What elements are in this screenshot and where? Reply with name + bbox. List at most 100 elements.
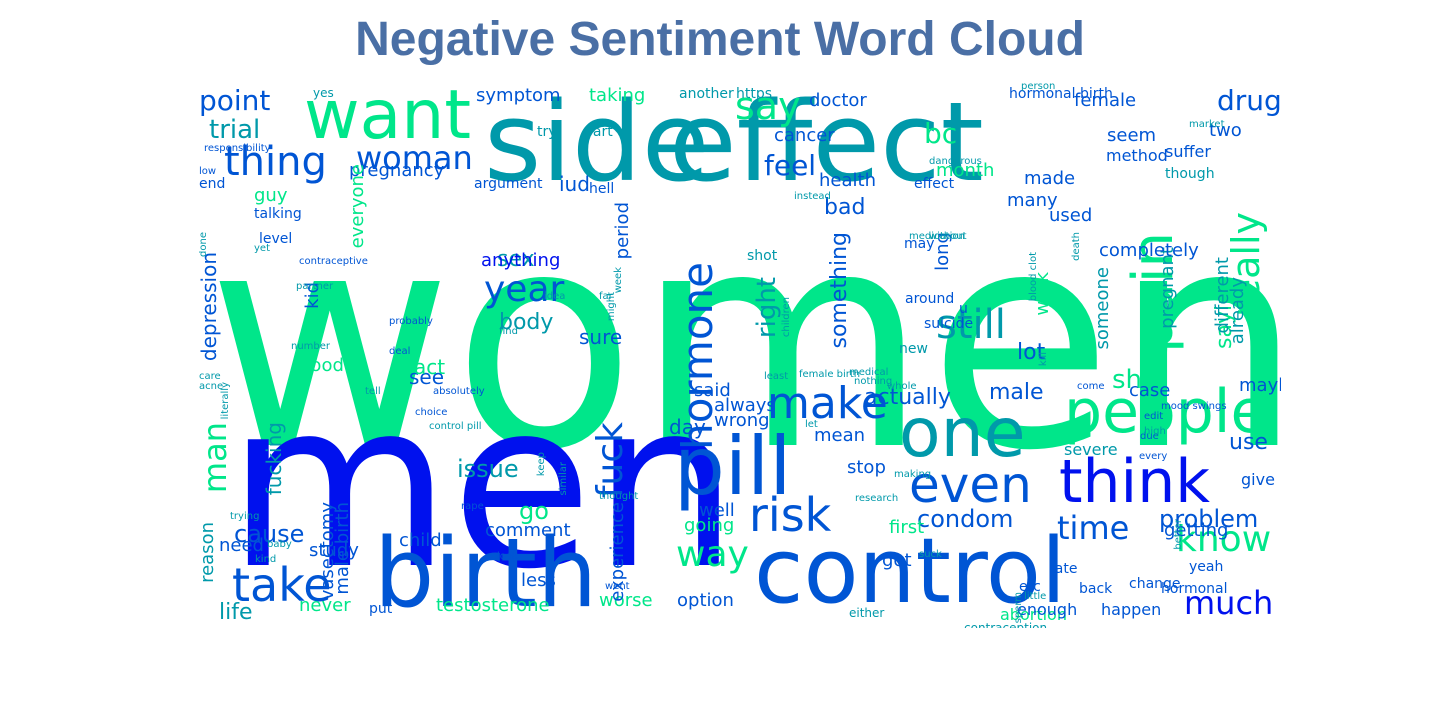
word-143: responsibility xyxy=(204,143,271,154)
word-87: said xyxy=(694,380,731,401)
word-160: children xyxy=(781,297,792,338)
word-159: might xyxy=(606,292,617,322)
word-122: either xyxy=(849,606,885,620)
word-146: talking xyxy=(254,206,302,222)
word-90: mean xyxy=(814,425,866,446)
word-144: low xyxy=(199,166,217,177)
word-126: may xyxy=(904,236,935,252)
word-187: little xyxy=(1024,591,1047,602)
word-70: guy xyxy=(254,185,288,206)
word-33: shit xyxy=(1112,365,1160,395)
word-72: period xyxy=(612,202,633,260)
word-81: worse xyxy=(599,590,653,611)
word-47: anything xyxy=(481,250,561,271)
word-179: similar xyxy=(558,462,569,496)
word-89: always xyxy=(714,395,776,416)
word-170: care xyxy=(199,371,221,382)
word-38: issue xyxy=(457,455,519,483)
word-171: tell xyxy=(365,386,381,397)
word-129: new xyxy=(899,341,928,357)
word-57: made xyxy=(1024,168,1076,189)
word-172: absolutely xyxy=(433,386,485,397)
word-39: right xyxy=(752,277,782,339)
word-164: come xyxy=(1077,381,1105,392)
word-121: contraception xyxy=(964,621,1048,628)
word-96: someone xyxy=(1092,267,1113,350)
word-49: symptom xyxy=(476,85,561,106)
word-1: men xyxy=(227,353,739,620)
word-43: iud xyxy=(559,172,590,196)
word-190: making xyxy=(894,469,932,480)
word-155: find xyxy=(499,326,518,337)
word-77: reason xyxy=(199,522,218,583)
word-157: far xyxy=(599,291,613,302)
word-83: going xyxy=(684,515,735,536)
word-40: something xyxy=(827,232,852,349)
word-25: year xyxy=(484,269,565,310)
word-197: female birth xyxy=(799,369,861,380)
word-53: cancer xyxy=(774,125,835,146)
word-165: edit xyxy=(1144,411,1164,422)
word-37: go xyxy=(519,497,549,525)
word-177: rape xyxy=(461,501,484,512)
word-66: fact xyxy=(407,355,446,379)
word-201: without xyxy=(929,231,967,242)
word-117: back xyxy=(1079,581,1113,597)
word-75: study xyxy=(309,540,359,561)
word-149: done xyxy=(199,232,209,257)
word-103: used xyxy=(1049,205,1093,226)
word-181: trying xyxy=(230,511,260,522)
word-58: bad xyxy=(824,195,866,220)
word-94: male birth xyxy=(332,502,353,595)
word-4: birth xyxy=(374,519,598,628)
word-127: suicide xyxy=(924,316,974,332)
word-9: people xyxy=(1064,377,1268,447)
word-65: see xyxy=(409,365,445,389)
word-71: everyone xyxy=(347,164,368,249)
word-52: female xyxy=(1074,90,1137,111)
word-152: number xyxy=(291,341,331,352)
word-169: high xyxy=(1144,426,1166,437)
word-60: lot xyxy=(1017,340,1046,365)
word-132: argument xyxy=(474,176,543,192)
word-108: though xyxy=(1165,166,1215,182)
word-200: medication xyxy=(909,231,965,242)
word-142: market xyxy=(1189,119,1225,130)
word-68: sure xyxy=(579,325,623,349)
word-51: doctor xyxy=(809,90,867,111)
word-193: least xyxy=(764,371,789,382)
word-156: idea xyxy=(544,291,566,302)
word-131: completely xyxy=(1099,240,1199,261)
word-14: even xyxy=(909,456,1032,514)
word-188: sperm xyxy=(1013,592,1024,624)
word-174: control pill xyxy=(429,421,482,432)
word-61: actually xyxy=(864,385,951,410)
word-13: woman xyxy=(356,139,473,177)
word-141: person xyxy=(1021,82,1056,92)
word-62: use xyxy=(1229,430,1268,455)
word-130: u xyxy=(959,301,968,317)
word-189: better xyxy=(1173,519,1184,550)
word-104: two xyxy=(1209,120,1242,141)
word-194: medical xyxy=(849,367,889,378)
word-196: nothing xyxy=(854,376,893,387)
word-10: want xyxy=(304,82,472,155)
word-109: getting xyxy=(1164,520,1229,541)
word-105: seem xyxy=(1107,125,1157,146)
word-79: testosterone xyxy=(436,595,550,616)
word-22: way xyxy=(676,534,749,575)
word-167: mood swings xyxy=(1161,401,1227,412)
word-86: got xyxy=(882,550,912,571)
word-50: taking xyxy=(589,85,646,106)
word-54: bc xyxy=(924,117,958,150)
word-176: literally xyxy=(220,382,231,420)
word-82: option xyxy=(677,590,734,611)
word-5: control xyxy=(754,519,1066,624)
word-178: keep xyxy=(536,452,547,477)
word-175: acne xyxy=(199,381,224,392)
word-138: try xyxy=(537,124,557,140)
word-21: time xyxy=(1057,509,1130,547)
word-180: thought xyxy=(599,491,639,502)
word-cloud: women men side effect birth control one pill thi… xyxy=(199,82,1281,628)
word-56: month xyxy=(936,160,995,181)
